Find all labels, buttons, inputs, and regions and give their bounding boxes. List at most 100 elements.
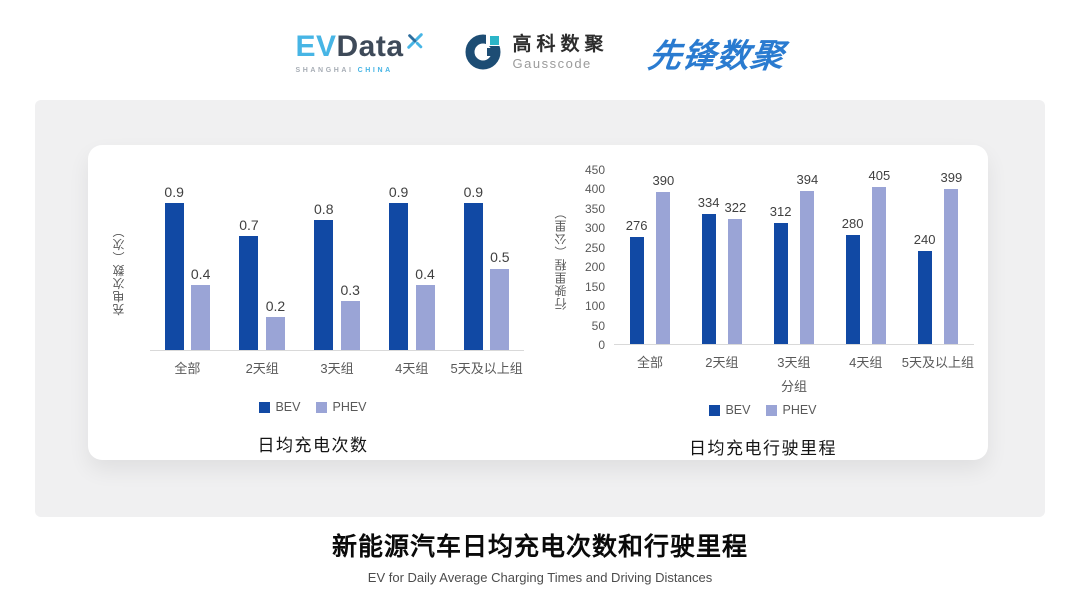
page-title: 新能源汽车日均充电次数和行驶里程: [331, 533, 748, 561]
bar: [728, 218, 743, 344]
bar-value-label: 0.9: [463, 184, 484, 201]
bar: [265, 317, 285, 350]
gausscode-logo: 高科数聚 Gausscode: [464, 30, 609, 76]
legend-item-bev: BEV: [709, 403, 750, 417]
category-label: 4天组: [849, 355, 883, 370]
chart-title: 日均充电次数: [257, 436, 369, 455]
legend: BEV PHEV: [102, 400, 524, 414]
bar-value-label: 0.9: [164, 184, 184, 201]
bar-value-label: 0.4: [415, 265, 435, 282]
y-axis-gutter: 充电次数（次）: [102, 188, 150, 351]
legend-label: BEV: [725, 403, 751, 417]
bar-group: 334 322: [686, 169, 758, 344]
y-tick-label: 350: [584, 201, 605, 216]
bar-group: 312 394: [758, 169, 830, 344]
y-tick-label: 200: [584, 260, 605, 275]
plot-area: 充电次数（次） 0.9 0.4 0.7 0.2 0.8 0.3 0.9 0.4 0.9 0.5: [102, 184, 524, 351]
bar-value-label: 322: [724, 199, 747, 215]
bar-value-label: 394: [796, 171, 819, 187]
chart-daily-driving-distance: 行驶里程（公里） 450 400 350 300 250 200 150 100 50 0 276…: [538, 145, 988, 460]
bar-value-label: 0.5: [490, 249, 510, 266]
category-label: 3天组: [320, 361, 354, 376]
bar-value-label: 399: [940, 169, 963, 185]
bar-phev: 322: [724, 199, 747, 344]
bar-bev: 312: [770, 204, 792, 344]
bar-bev: 334: [698, 195, 720, 344]
category-label: 2天组: [705, 355, 739, 370]
bar: [164, 203, 184, 350]
bar-value-label: 390: [652, 173, 675, 189]
y-axis-ticks: 450 400 350 300 250 200 150 100 50 0: [575, 163, 605, 352]
bar-phev: 0.4: [415, 265, 435, 350]
evdata-logo: EV Data SHANGHAI CHINA: [295, 32, 423, 74]
bar-value-label: 0.8: [314, 200, 334, 217]
bar: [191, 284, 211, 350]
xianfeng-logo: 先锋数聚: [645, 37, 787, 74]
chart-card: 充电次数（次） 0.9 0.4 0.7 0.2 0.8 0.3 0.9 0.4 0.9 0.5 全…: [88, 145, 988, 460]
bar-value-label: 0.4: [190, 265, 211, 282]
bar: [872, 186, 887, 344]
y-tick-label: 100: [584, 299, 605, 314]
x-axis-label: 分组: [780, 379, 807, 394]
y-tick-label: 150: [584, 279, 605, 294]
evdata-shanghai-text: SHANGHAI: [295, 67, 354, 74]
bar-value-label: 240: [913, 231, 936, 247]
evdata-china-text: CHINA: [357, 67, 393, 74]
bar-phev: 0.2: [266, 298, 285, 350]
bar-value-label: 405: [868, 167, 891, 183]
bar-bev: 0.9: [464, 184, 483, 350]
chart-title: 日均充电行驶里程: [689, 439, 837, 458]
legend-swatch: [766, 404, 778, 416]
bar: [800, 190, 815, 344]
category-label: 2天组: [245, 361, 279, 376]
bar: [463, 203, 483, 350]
footer: 新能源汽车日均充电次数和行驶里程 EV for Daily Average Ch…: [0, 527, 1080, 585]
bar-phev: 0.3: [340, 282, 360, 350]
axis-spacer: [102, 351, 150, 377]
category-label: 全部: [636, 355, 663, 370]
axis-spacer: [552, 371, 614, 395]
legend-item-bev: BEV: [259, 400, 300, 414]
category-label: 4天组: [395, 361, 429, 376]
category-label: 5天及以上组: [450, 361, 523, 376]
page-subtitle: EV for Daily Average Charging Times and …: [367, 570, 713, 585]
bar: [845, 235, 860, 344]
bar-phev: 0.5: [490, 249, 510, 350]
chart-daily-charging-times: 充电次数（次） 0.9 0.4 0.7 0.2 0.8 0.3 0.9 0.4 0.9 0.5 全…: [88, 145, 538, 460]
bar-value-label: 0.7: [239, 216, 259, 233]
bar-phev: 394: [796, 171, 819, 344]
header-logos: EV Data SHANGHAI CHINA 高科数聚 Gaus: [0, 20, 1080, 86]
legend-item-phev: PHEV: [316, 400, 367, 414]
category-row: 全部 2天组 3天组 4天组 5天及以上组: [150, 351, 524, 377]
bar: [917, 250, 932, 344]
x-axis-categories: 全部 2天组 3天组 4天组 5天及以上组: [552, 345, 974, 371]
legend-swatch: [709, 404, 721, 416]
bar-value-label: 0.2: [265, 298, 286, 315]
legend-swatch: [316, 401, 328, 413]
bar-phev: 399: [940, 169, 963, 344]
bar-group: 0.9 0.4: [374, 184, 449, 350]
legend-swatch: [259, 401, 271, 413]
bar-bev: 0.8: [314, 201, 333, 350]
bar-phev: 405: [868, 167, 891, 344]
bar: [656, 192, 671, 344]
bar: [629, 236, 644, 344]
bar-group: 0.8 0.3: [300, 187, 375, 350]
y-tick-label: 400: [584, 182, 605, 197]
bar-bev: 0.9: [164, 184, 184, 350]
plot-area: 行驶里程（公里） 450 400 350 300 250 200 150 100 50 0 276…: [552, 163, 974, 352]
bar-value-label: 0.3: [340, 282, 360, 299]
bar-bev: 240: [913, 231, 936, 344]
gray-panel: 充电次数（次） 0.9 0.4 0.7 0.2 0.8 0.3 0.9 0.4 0.9 0.5 全…: [35, 100, 1045, 517]
legend-item-phev: PHEV: [766, 403, 817, 417]
y-tick-label: 0: [598, 338, 605, 352]
y-axis-label: 行驶里程（公里）: [554, 205, 568, 310]
bar-group: 0.9 0.5: [449, 184, 524, 350]
evdata-subtitle: SHANGHAI CHINA: [295, 67, 392, 74]
x-axis-label-row: 分组: [552, 371, 974, 395]
category-label: 5天及以上组: [901, 355, 974, 370]
bar-group: 0.9 0.4: [150, 184, 225, 350]
bar-group: 280 405: [830, 167, 902, 344]
y-tick-label: 450: [584, 163, 605, 177]
bar: [340, 301, 360, 350]
